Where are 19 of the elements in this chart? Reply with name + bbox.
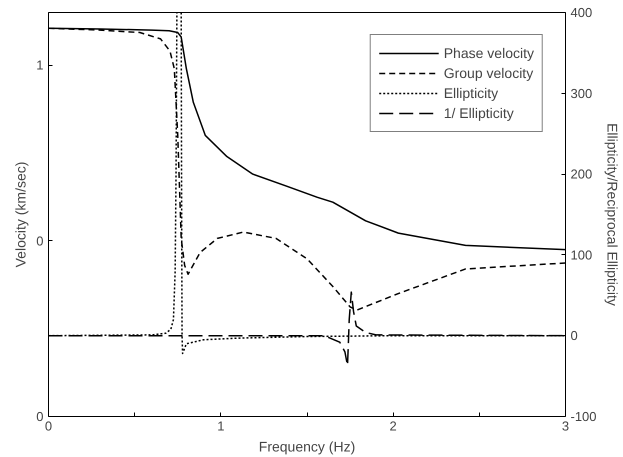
x-tick-label: 1	[217, 418, 224, 434]
y2-tick-label: 300	[570, 86, 592, 101]
y2-tick-label: -100	[570, 409, 597, 424]
legend-label: 1/ Ellipticity	[444, 105, 514, 121]
y2-tick-label: 0	[570, 328, 578, 344]
y-axis-title: Velocity (km/sec)	[12, 162, 28, 268]
x-tick-label: 2	[390, 418, 397, 434]
y2-tick-label: 100	[570, 247, 592, 262]
y-tick-label: 0	[36, 409, 44, 424]
x-tick-label: 3	[562, 418, 570, 434]
legend-label: Ellipticity	[444, 85, 498, 101]
y2-axis-title: Ellipticity/Reciprocal Ellipticity	[604, 123, 621, 306]
y2-tick-label: 200	[570, 166, 592, 182]
y2-tick-label: 400	[570, 5, 592, 20]
x-axis-title: Frequency (Hz)	[258, 438, 356, 454]
y-tick-label: 1	[36, 58, 44, 73]
y-tick-label: 0	[36, 233, 44, 248]
legend-label: Group velocity	[444, 65, 534, 81]
legend-label: Phase velocity	[444, 45, 534, 61]
